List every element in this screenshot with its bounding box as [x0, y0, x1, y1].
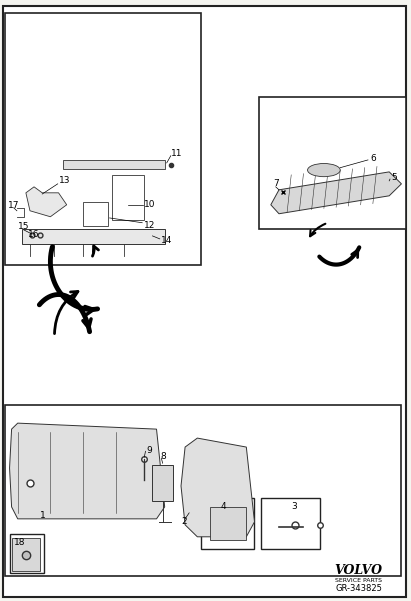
Text: SERVICE PARTS: SERVICE PARTS — [335, 578, 382, 583]
Bar — [261, 498, 320, 549]
Polygon shape — [26, 187, 67, 217]
FancyArrowPatch shape — [55, 291, 78, 334]
Text: 17: 17 — [7, 201, 19, 210]
Text: 12: 12 — [144, 221, 156, 230]
Bar — [22, 229, 165, 243]
Text: 10: 10 — [144, 200, 156, 209]
Text: 7: 7 — [273, 179, 279, 188]
Bar — [181, 217, 238, 258]
Bar — [152, 465, 173, 501]
Bar — [12, 538, 40, 571]
Text: 11: 11 — [171, 150, 182, 159]
Bar — [210, 507, 246, 540]
Text: 13: 13 — [58, 176, 70, 185]
Bar — [9, 534, 44, 573]
Text: 4: 4 — [221, 502, 227, 511]
Text: 15: 15 — [18, 222, 29, 231]
Bar — [83, 202, 108, 226]
Bar — [62, 160, 165, 169]
Text: GR-343825: GR-343825 — [335, 584, 382, 593]
Polygon shape — [181, 438, 254, 537]
Bar — [5, 13, 201, 264]
Polygon shape — [9, 423, 165, 519]
Text: 8: 8 — [161, 451, 166, 460]
Text: 6: 6 — [371, 154, 376, 163]
Text: 18: 18 — [14, 538, 25, 548]
Text: 1: 1 — [40, 511, 46, 520]
FancyArrowPatch shape — [310, 224, 326, 236]
Bar — [115, 211, 165, 258]
Text: 16: 16 — [28, 230, 39, 239]
Bar — [226, 223, 267, 264]
Text: 9: 9 — [146, 445, 152, 454]
Text: 5: 5 — [391, 173, 397, 182]
Bar — [201, 498, 254, 549]
Ellipse shape — [307, 163, 340, 177]
Polygon shape — [271, 172, 402, 214]
Bar — [5, 405, 402, 576]
Text: 2: 2 — [181, 517, 187, 526]
Text: 3: 3 — [291, 502, 297, 511]
Bar — [112, 175, 144, 220]
Text: 14: 14 — [161, 236, 172, 245]
Bar — [259, 97, 406, 229]
Text: VOLVO: VOLVO — [335, 564, 383, 578]
